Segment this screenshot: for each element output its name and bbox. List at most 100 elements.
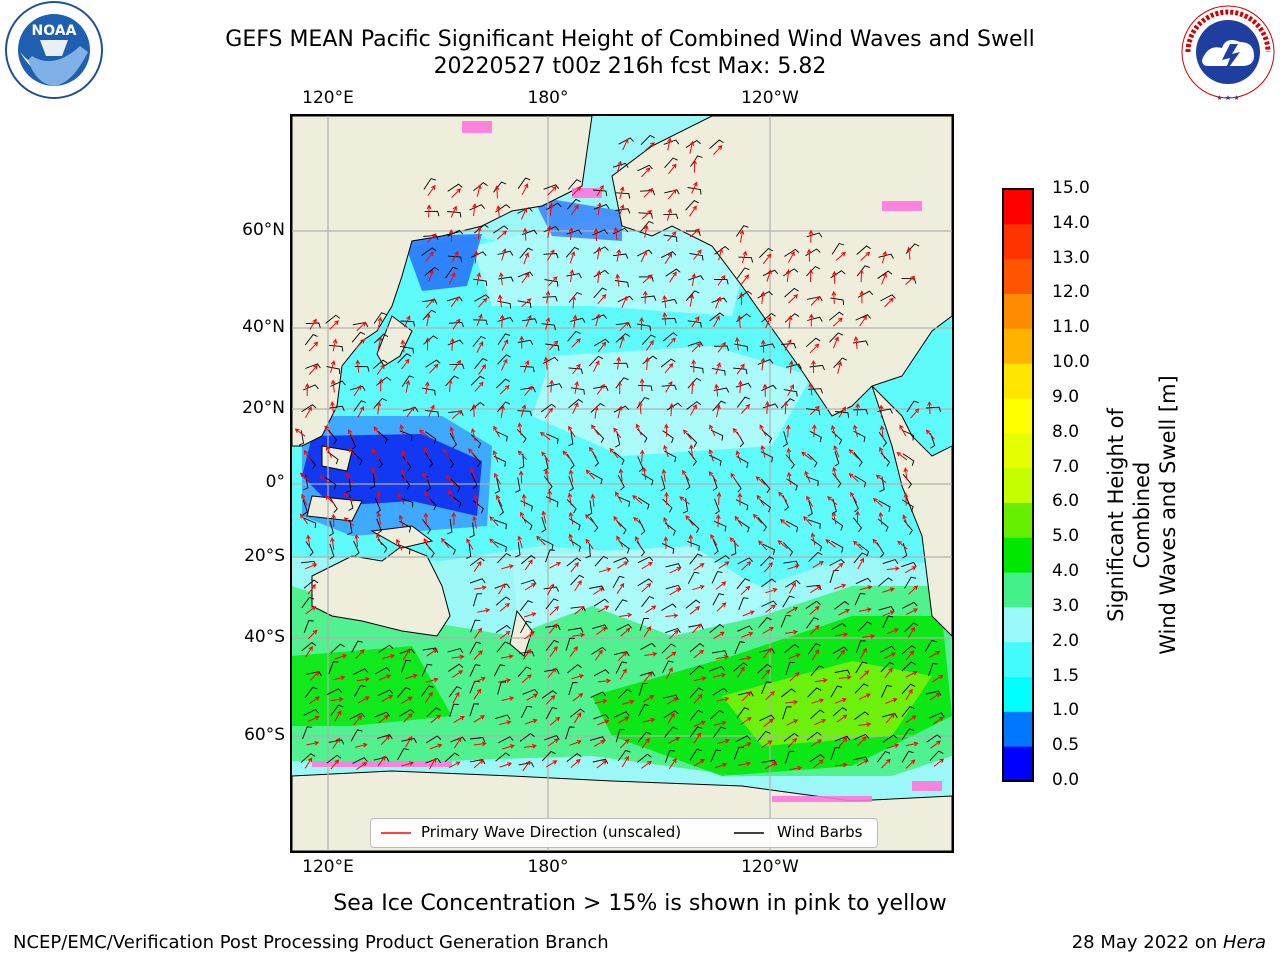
wind-barb — [853, 430, 866, 443]
wave-direction-arrow — [693, 249, 702, 260]
wind-barb — [540, 403, 556, 413]
wave-direction-arrow — [476, 184, 482, 197]
wind-barb — [687, 571, 700, 584]
wind-barb — [786, 363, 802, 369]
wind-barb — [784, 248, 800, 257]
wave-direction-arrow — [621, 699, 635, 705]
wave-direction-arrow — [501, 358, 508, 371]
wave-direction-arrow — [760, 339, 766, 353]
wave-direction-arrow — [450, 296, 459, 308]
wind-barb — [330, 380, 346, 387]
wave-direction-arrow — [549, 605, 560, 616]
wind-barb — [901, 278, 917, 284]
wave-direction-arrow — [348, 447, 357, 459]
wind-barb — [830, 685, 843, 698]
wave-direction-arrow — [663, 516, 670, 530]
wave-direction-arrow — [666, 337, 676, 348]
wind-barb — [469, 664, 481, 677]
wave-direction-arrow — [665, 651, 677, 660]
wave-direction-arrow — [613, 427, 622, 439]
wave-direction-arrow — [785, 424, 791, 438]
wave-direction-arrow — [764, 562, 773, 573]
wind-barb — [834, 411, 850, 418]
wave-direction-arrow — [478, 297, 488, 308]
wind-barb — [351, 331, 366, 343]
wave-direction-arrow — [498, 583, 506, 595]
wave-direction-arrow — [752, 513, 763, 524]
wind-barb — [498, 276, 514, 282]
wave-direction-arrow — [499, 602, 510, 612]
wave-direction-arrow — [714, 762, 728, 769]
wave-direction-arrow — [598, 567, 612, 573]
wind-barb — [689, 643, 705, 653]
wave-direction-arrow — [669, 271, 677, 283]
wave-direction-arrow — [713, 720, 727, 726]
wave-direction-arrow — [401, 358, 410, 370]
wind-barb — [329, 497, 338, 513]
wave-direction-arrow — [693, 720, 706, 727]
wave-direction-arrow — [549, 716, 561, 726]
wave-direction-arrow — [569, 646, 578, 657]
wave-direction-arrow — [549, 340, 559, 351]
wind-barb — [714, 345, 730, 351]
wind-barb — [324, 477, 337, 490]
wind-barb — [425, 359, 441, 368]
wave-direction-arrow — [304, 563, 318, 570]
wave-direction-arrow — [838, 406, 846, 418]
colorbar-segment — [1003, 432, 1033, 469]
wave-direction-arrow — [429, 363, 439, 374]
wind-barb — [760, 556, 775, 567]
wave-direction-arrow — [584, 514, 595, 524]
wind-barb — [423, 234, 439, 241]
wind-barb — [761, 312, 776, 323]
wind-barb — [544, 668, 560, 675]
wave-direction-arrow — [405, 379, 411, 393]
wind-barb — [639, 190, 656, 196]
wind-barb — [497, 354, 511, 365]
wind-barb — [447, 211, 462, 218]
wind-barb — [589, 736, 606, 742]
wave-direction-arrow — [517, 422, 523, 436]
wind-barb — [689, 665, 704, 676]
wave-direction-arrow — [907, 626, 915, 639]
wave-direction-arrow — [500, 654, 514, 659]
wind-barb — [757, 663, 772, 674]
wave-height-map — [292, 116, 952, 851]
wind-barb — [543, 475, 553, 491]
wave-direction-arrow — [811, 424, 817, 438]
wave-direction-arrow — [473, 560, 482, 572]
wave-direction-arrow — [452, 670, 464, 678]
wind-barb — [591, 646, 607, 655]
wind-barb — [855, 640, 866, 654]
colorbar-tick-label: 6.0 — [1052, 491, 1080, 512]
wave-direction-arrow — [547, 489, 553, 503]
wind-barb — [593, 204, 610, 210]
wave-direction-arrow — [615, 491, 623, 503]
wave-direction-arrow — [777, 540, 788, 549]
wind-barb — [545, 707, 558, 720]
colorbar-segment — [1003, 363, 1033, 399]
wave-direction-arrow — [691, 316, 700, 328]
wind-barb — [616, 520, 627, 535]
wind-barb — [761, 600, 777, 607]
wave-direction-arrow — [806, 495, 814, 508]
wind-barb — [639, 671, 656, 677]
wave-direction-arrow — [596, 760, 608, 769]
wind-barb — [664, 450, 677, 463]
wave-direction-arrow — [590, 493, 596, 507]
wave-direction-arrow — [668, 758, 677, 770]
wave-direction-arrow — [330, 379, 336, 393]
wind-barb — [829, 558, 845, 566]
wind-barb — [589, 585, 605, 591]
wind-barb — [855, 314, 872, 321]
legend-line-red-icon — [381, 832, 411, 834]
lon-tick-top-120w: 120°W — [741, 88, 799, 108]
wave-direction-arrow — [884, 667, 893, 679]
wave-direction-arrow — [663, 444, 669, 458]
wave-direction-arrow — [642, 290, 648, 304]
wind-barb — [520, 579, 537, 585]
wave-direction-arrow — [788, 581, 796, 594]
wind-barb — [712, 539, 719, 555]
wave-direction-arrow — [885, 713, 895, 724]
wind-barb — [663, 139, 680, 145]
